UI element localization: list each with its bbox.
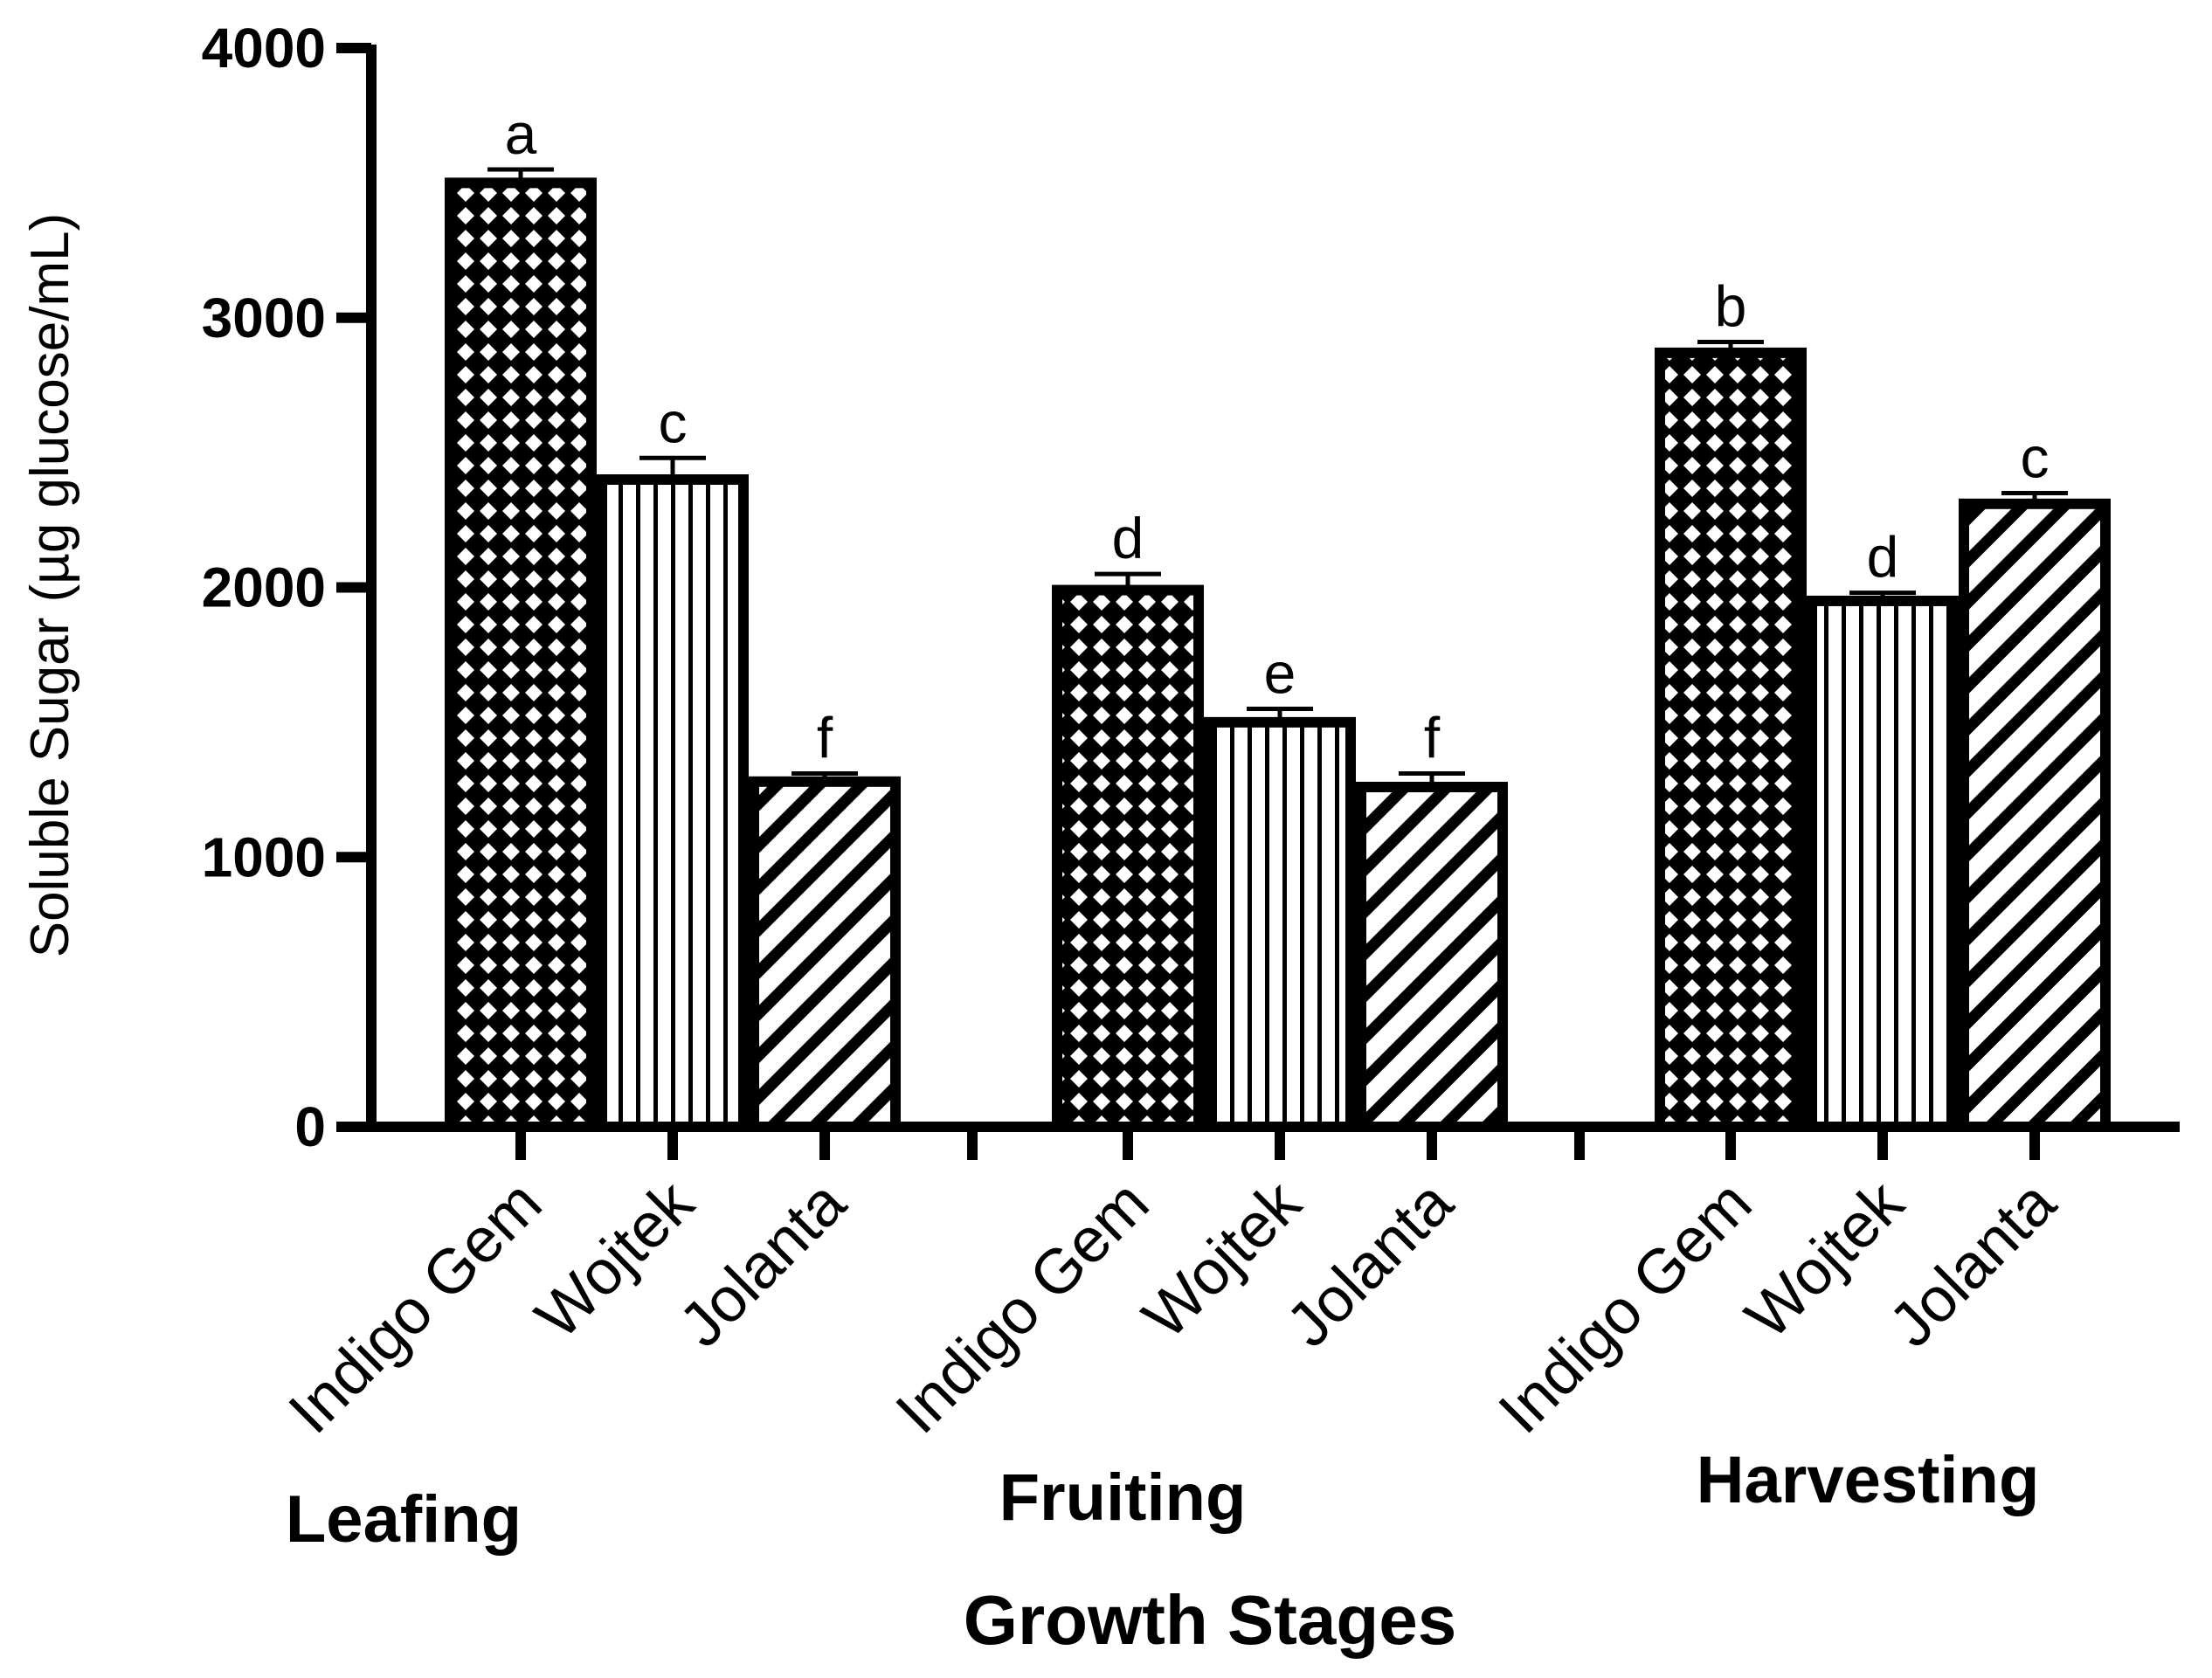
x-axis-title: Growth Stages — [964, 1581, 1457, 1659]
y-axis-title: Soluble Sugar (µg glucose/mL) — [20, 213, 80, 958]
sig-letter-harvesting-indigo-gem: b — [1715, 274, 1747, 339]
bar-harvesting-jolanta — [1959, 498, 2111, 1132]
bar-fruiting-indigo-gem — [1052, 584, 1204, 1132]
bar-fruiting-wojtek — [1204, 716, 1356, 1132]
sig-letter-leafing-indigo-gem: a — [505, 101, 537, 166]
sig-letter-harvesting-jolanta: c — [2021, 425, 2050, 489]
sig-letter-harvesting-wojtek: d — [1867, 525, 1899, 590]
bar-harvesting-wojtek — [1807, 595, 1959, 1132]
sig-letter-fruiting-jolanta: f — [1424, 706, 1441, 770]
y-tick-label-0: 0 — [294, 1095, 326, 1158]
bar-fruiting-jolanta — [1356, 781, 1508, 1132]
category-label-harvesting-jolanta: Jolanta — [1877, 1167, 2070, 1360]
category-label-harvesting-indigo-gem: Indigo Gem — [1486, 1168, 1766, 1447]
bar-leafing-wojtek — [597, 474, 749, 1132]
bar-harvesting-indigo-gem — [1655, 347, 1807, 1132]
category-label-leafing-indigo-gem: Indigo Gem — [276, 1168, 556, 1447]
category-label-fruiting-jolanta: Jolanta — [1274, 1167, 1467, 1360]
sig-letter-leafing-jolanta: f — [817, 706, 833, 770]
group-label-harvesting: Harvesting — [1697, 1443, 2040, 1517]
sig-letter-fruiting-wojtek: e — [1264, 640, 1296, 705]
bar-leafing-jolanta — [749, 776, 901, 1132]
group-label-fruiting: Fruiting — [999, 1460, 1247, 1535]
category-label-fruiting-indigo-gem: Indigo Gem — [883, 1168, 1163, 1447]
axes-layer — [336, 43, 2180, 1160]
y-tick-label-2000: 2000 — [202, 556, 326, 619]
sig-letter-leafing-wojtek: c — [659, 390, 688, 454]
y-tick-label-3000: 3000 — [202, 287, 326, 349]
group-label-leafing: Leafing — [286, 1482, 522, 1557]
bar-leafing-indigo-gem — [445, 177, 597, 1132]
sig-letter-fruiting-indigo-gem: d — [1112, 506, 1144, 570]
y-tick-label-4000: 4000 — [202, 17, 326, 79]
category-label-leafing-jolanta: Jolanta — [667, 1167, 860, 1360]
y-tick-label-1000: 1000 — [202, 825, 326, 888]
